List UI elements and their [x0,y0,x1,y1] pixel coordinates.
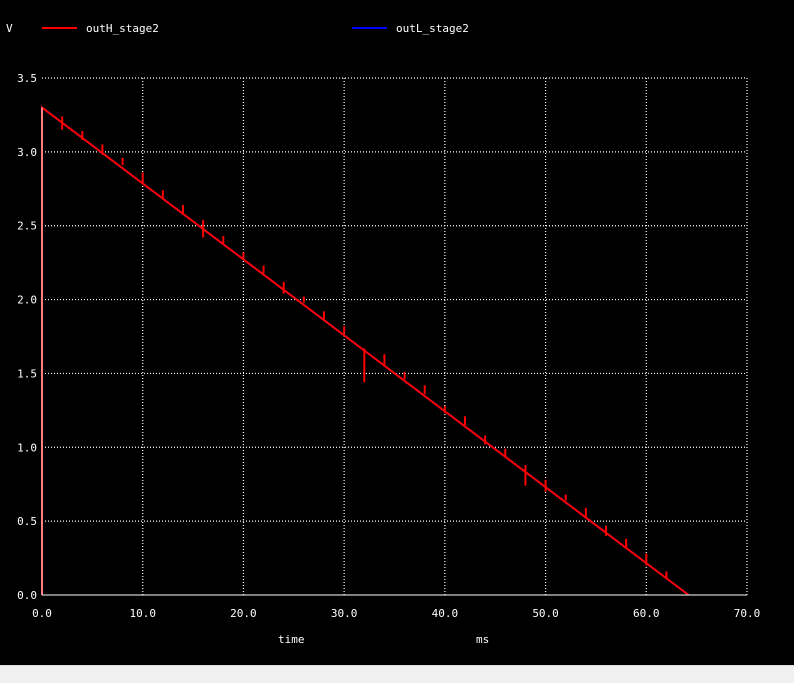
status-strip [0,665,794,683]
x-tick-label: 0.0 [32,607,52,620]
y-tick-label: 2.5 [17,220,37,233]
x-axis-label: time [278,633,305,646]
x-tick-label: 10.0 [129,607,156,620]
x-tick-label: 60.0 [633,607,660,620]
x-tick-label: 50.0 [532,607,559,620]
x-tick-label: 70.0 [734,607,761,620]
grid [42,77,748,595]
legend-label: outL_stage2 [396,22,469,35]
x-tick-label: 30.0 [331,607,358,620]
legend-label: outH_stage2 [86,22,159,35]
waveform-chart: V outH_stage2 outL_stage2 0.0 10.0 20.0 30.0… [6,22,760,646]
y-tick-label: 1.5 [17,367,37,380]
y-axis-unit-label: V [6,22,13,35]
y-tick-label: 0.5 [17,515,37,528]
series-layer [41,105,690,596]
y-tick-label: 2.0 [17,294,37,307]
y-tick-label: 3.0 [17,146,37,159]
y-tick-label: 1.0 [17,441,37,454]
legend: outH_stage2 outL_stage2 [42,22,469,35]
series-line-outH_stage2 [41,105,690,596]
tick-labels: 0.0 10.0 20.0 30.0 40.0 50.0 60.0 70.0 0.0 0.5 1.0… [17,72,760,620]
axes [41,107,747,596]
x-axis-unit-label: ms [476,633,489,646]
y-tick-label: 3.5 [17,72,37,85]
x-tick-label: 40.0 [432,607,459,620]
y-tick-label: 0.0 [17,589,37,602]
x-tick-label: 20.0 [230,607,257,620]
plot-window: V outH_stage2 outL_stage2 0.0 10.0 20.0 30.0… [0,0,794,665]
